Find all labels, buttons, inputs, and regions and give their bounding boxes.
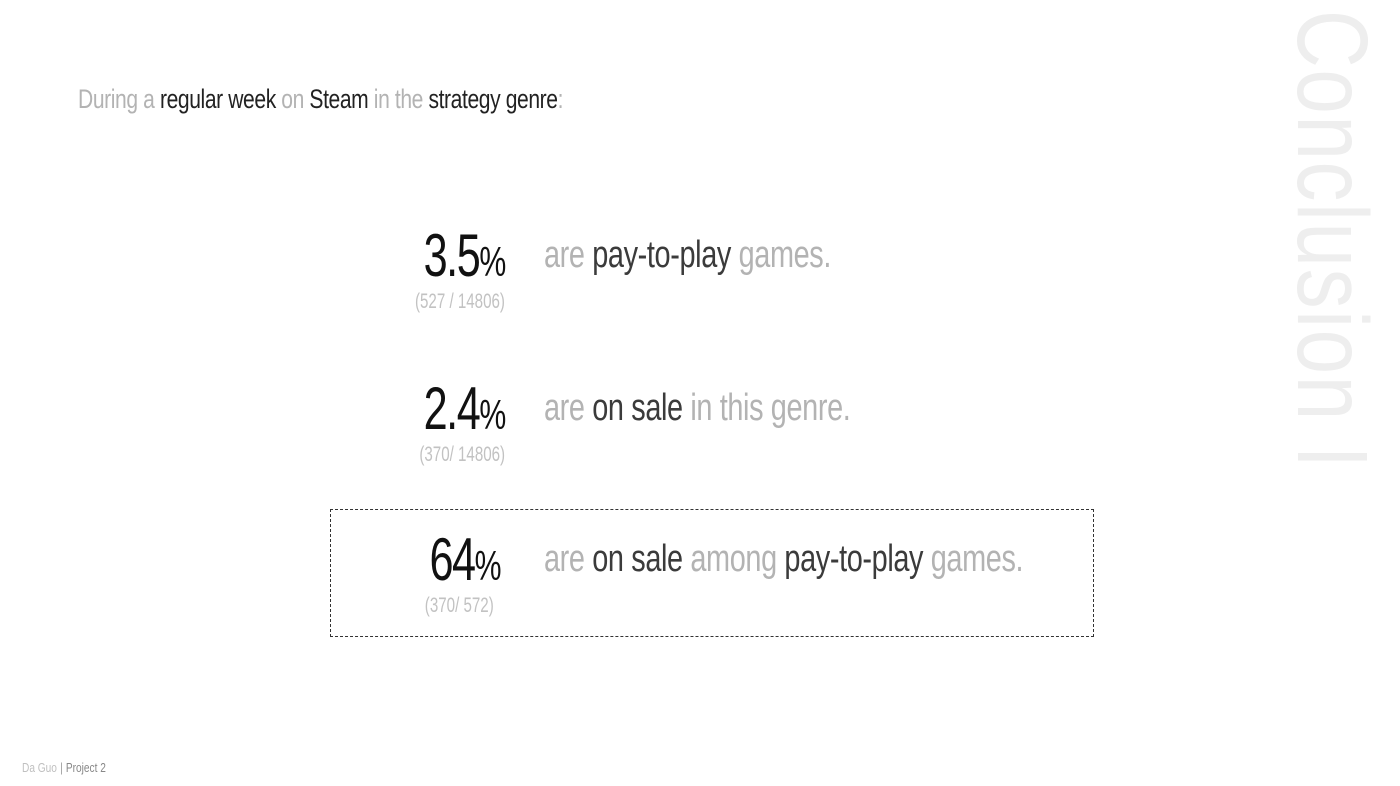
stat-number: 64 bbox=[429, 526, 476, 593]
intro-text: on bbox=[275, 84, 310, 114]
stat-text-part: are bbox=[544, 538, 593, 580]
stat-keyword: pay-to-play bbox=[784, 538, 924, 580]
stat-text-part: games. bbox=[923, 538, 1024, 580]
intro-text: : bbox=[557, 84, 564, 114]
stat-value: 64% bbox=[429, 530, 502, 590]
stat-keyword: pay-to-play bbox=[592, 234, 731, 276]
footer-separator: | bbox=[60, 760, 63, 775]
stat-unit: % bbox=[479, 391, 507, 438]
stat-on-sale: 2.4% (370/ 14806) are on sale in this ge… bbox=[0, 379, 1400, 489]
intro-keyword-regular-week: regular week bbox=[159, 84, 276, 114]
stat-keyword: on sale bbox=[592, 538, 683, 580]
stat-text-part: are bbox=[544, 387, 593, 429]
stat-value: 3.5% bbox=[424, 226, 507, 286]
footer-project: Project 2 bbox=[65, 760, 106, 775]
stat-text-part: games. bbox=[730, 234, 832, 276]
stat-pay-to-play: 3.5% (527 / 14806) are pay-to-play games… bbox=[0, 226, 1400, 336]
footer-author: Da Guo bbox=[22, 760, 57, 775]
stat-description: are on sale in this genre. bbox=[544, 387, 851, 429]
stat-unit: % bbox=[474, 542, 502, 589]
intro-keyword-steam: Steam bbox=[309, 84, 369, 114]
stat-number: 3.5 bbox=[423, 222, 481, 289]
stat-unit: % bbox=[479, 238, 507, 285]
intro-text: in the bbox=[368, 84, 429, 114]
stat-description: are on sale among pay-to-play games. bbox=[544, 538, 1024, 580]
stat-text-part: among bbox=[682, 538, 785, 580]
intro-sentence: During a regular week on Steam in the st… bbox=[78, 84, 563, 115]
stat-text-part: in this genre. bbox=[682, 387, 851, 429]
stat-description: are pay-to-play games. bbox=[544, 236, 831, 274]
side-title: Conclusion I bbox=[1276, 10, 1388, 470]
stat-number: 2.4 bbox=[423, 375, 481, 442]
stat-text-part: are bbox=[544, 234, 593, 276]
stat-keyword: on sale bbox=[592, 387, 683, 429]
intro-keyword-strategy-genre: strategy genre bbox=[428, 84, 558, 114]
intro-text: During a bbox=[78, 84, 160, 114]
stat-on-sale-among-pay-to-play: 64% (370/ 572) are on sale among pay-to-… bbox=[0, 530, 1400, 640]
stat-fraction: (527 / 14806) bbox=[415, 290, 505, 313]
stat-fraction: (370/ 572) bbox=[425, 594, 494, 617]
footer: Da Guo | Project 2 bbox=[22, 760, 106, 775]
highlight-box bbox=[330, 509, 1094, 637]
stat-fraction: (370/ 14806) bbox=[419, 443, 505, 466]
stat-value: 2.4% bbox=[424, 379, 507, 439]
